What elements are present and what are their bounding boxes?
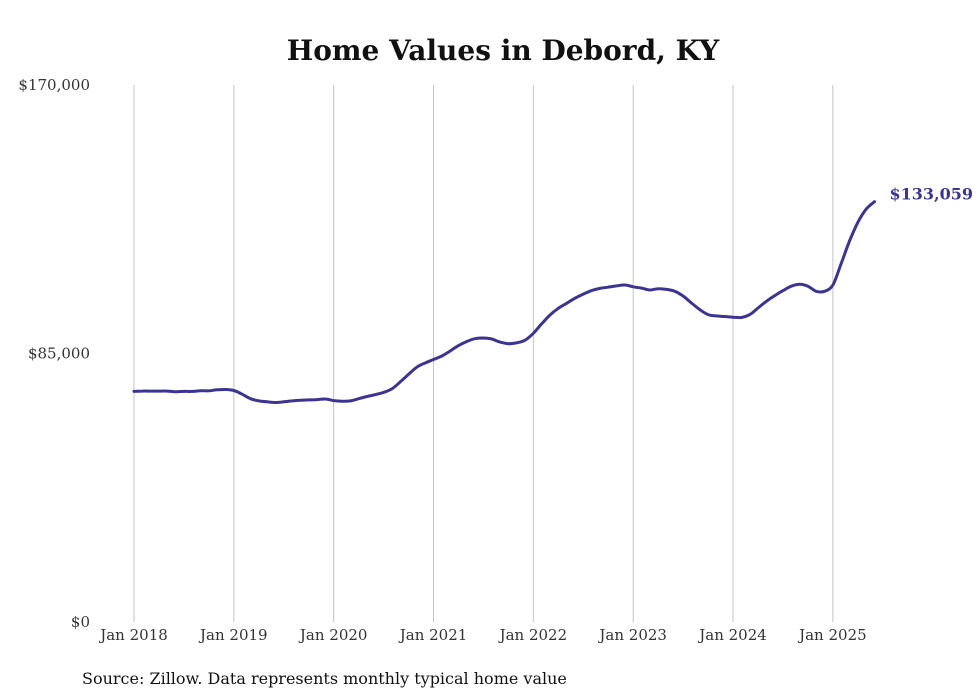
chart-title: Home Values in Debord, KY	[287, 34, 720, 67]
x-tick-label: Jan 2024	[697, 626, 767, 644]
y-axis-ticks: $0 $85,000 $170,000	[18, 76, 90, 631]
x-tick-label: Jan 2023	[597, 626, 667, 644]
y-tick-label: $85,000	[28, 345, 90, 363]
x-tick-label: Jan 2020	[298, 626, 368, 644]
gridlines	[133, 85, 834, 622]
x-tick-label: Jan 2022	[498, 626, 568, 644]
y-tick-label: $0	[71, 613, 90, 631]
x-tick-label: Jan 2019	[198, 626, 268, 644]
end-value-label: $133,059	[889, 185, 973, 204]
home-value-line	[132, 200, 876, 404]
x-axis-ticks: Jan 2018 Jan 2019 Jan 2020 Jan 2021 Jan 2022…	[98, 626, 866, 644]
x-tick-label: Jan 2021	[398, 626, 468, 644]
x-tick-label: Jan 2018	[98, 626, 168, 644]
x-tick-label: Jan 2025	[797, 626, 867, 644]
source-note: Source: Zillow. Data represents monthly …	[82, 669, 567, 688]
y-tick-label: $170,000	[18, 76, 90, 94]
